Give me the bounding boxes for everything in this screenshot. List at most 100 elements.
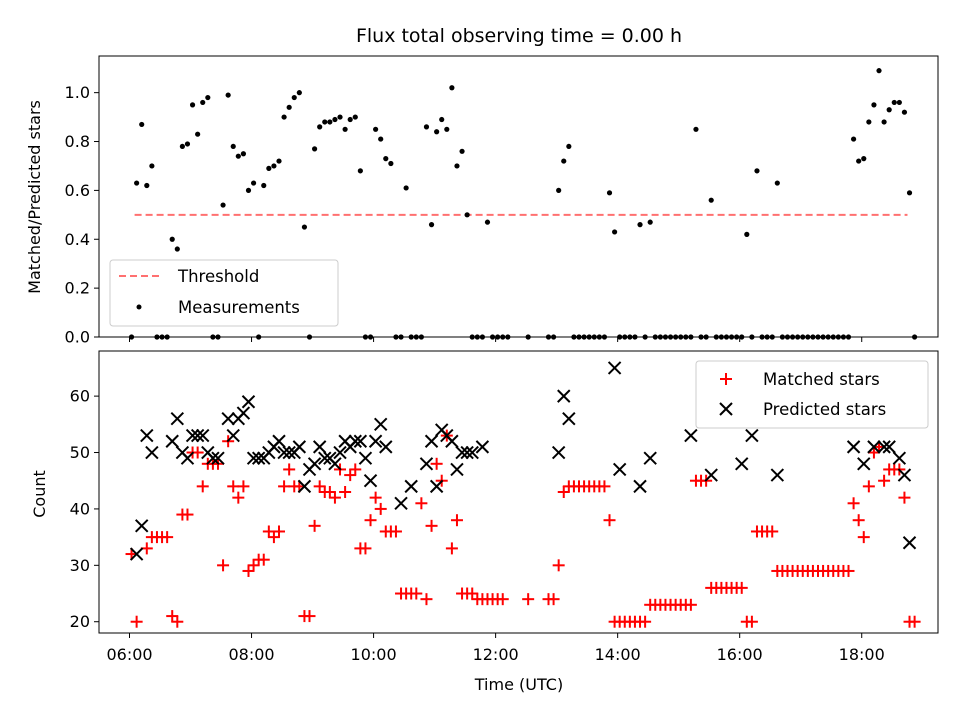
legend-measurements-swatch	[136, 304, 142, 310]
measurement-point	[754, 168, 760, 174]
matched-point	[847, 497, 860, 510]
matched-point	[684, 598, 697, 611]
measurement-point	[744, 231, 750, 237]
matched-point	[862, 480, 875, 493]
measurement-point	[373, 126, 379, 132]
matched-point	[425, 519, 438, 532]
measurement-point	[169, 236, 175, 242]
matched-point	[283, 463, 296, 476]
measurement-point	[352, 114, 358, 120]
measurement-point	[311, 146, 318, 152]
matched-point	[130, 615, 143, 628]
measurement-point	[612, 229, 618, 235]
matched-point	[410, 587, 423, 600]
measurement-point	[332, 116, 338, 123]
predicted-point	[170, 411, 185, 426]
measurement-point	[876, 68, 882, 74]
bottom-panel: 20 30 40 50 60 06:00 08:00 10:00 12:00 14:00 16:00…	[30, 350, 939, 694]
measurement-point	[200, 99, 206, 106]
predicted-point	[363, 474, 378, 488]
predicted-point	[429, 479, 444, 494]
measurement-point	[317, 124, 323, 130]
matched-point	[247, 559, 260, 572]
matched-point	[639, 615, 652, 628]
predicted-point	[236, 406, 251, 420]
predicted-point	[312, 440, 327, 454]
measurement-point	[861, 156, 867, 162]
predicted-point	[892, 451, 907, 465]
measurement-point	[195, 131, 201, 137]
measurement-point	[459, 148, 465, 154]
bottom-plot-frame	[98, 350, 939, 634]
predicted-point	[226, 428, 240, 443]
measurement-point	[383, 156, 389, 162]
predicted-point	[460, 445, 474, 460]
measurement-point	[144, 182, 150, 189]
predicted-point	[140, 428, 154, 443]
predicted-point	[379, 440, 393, 454]
matched-point	[374, 502, 387, 515]
predicted-point	[633, 479, 647, 494]
top-y-tick-label: 0.0	[65, 328, 90, 347]
measurement-point	[291, 94, 297, 101]
predicted-point	[607, 361, 622, 375]
measurement-point	[174, 246, 180, 252]
matched-point	[745, 615, 758, 628]
matched-point	[445, 542, 458, 555]
measurement-point	[149, 163, 155, 169]
matched-point	[339, 486, 352, 498]
predicted-point	[902, 536, 917, 550]
bottom-y-tick-label: 30	[70, 556, 90, 575]
matched-point	[598, 480, 611, 493]
measurement-point	[139, 121, 145, 128]
measurement-point	[347, 116, 353, 123]
matched-point	[496, 593, 509, 606]
matched-point	[349, 463, 362, 476]
measurement-point	[276, 158, 282, 164]
predicted-point	[297, 479, 312, 494]
x-tick-label: 06:00	[106, 645, 152, 664]
measurement-point	[866, 119, 872, 125]
predicted-point	[206, 451, 220, 465]
predicted-point	[562, 411, 576, 426]
predicted-point	[318, 451, 332, 465]
measurement-point	[271, 163, 277, 169]
measurement-point	[281, 114, 287, 120]
predicted-point	[557, 389, 571, 403]
measurement-point	[896, 99, 902, 106]
bottom-y-tick-label: 40	[70, 499, 90, 518]
top-legend-box	[109, 259, 339, 327]
measurement-point	[464, 212, 470, 218]
predicted-point	[735, 457, 749, 471]
measurement-point	[449, 85, 455, 91]
matched-point	[232, 491, 245, 504]
predicted-point	[475, 440, 490, 454]
chart-title: Flux total observing time = 0.00 h	[356, 25, 682, 47]
predicted-point	[877, 440, 891, 454]
matched-point	[557, 486, 570, 498]
predicted-point	[450, 462, 464, 477]
predicted-point	[328, 457, 342, 471]
predicted-point	[465, 445, 479, 460]
matched-point	[552, 559, 565, 572]
measurement-point	[774, 180, 780, 186]
top-y-tick-label: 0.2	[65, 279, 90, 298]
matched-point	[430, 457, 443, 470]
predicted-point	[846, 440, 861, 454]
measurement-point	[856, 158, 862, 164]
measurement-point	[301, 224, 308, 230]
matched-point	[257, 553, 270, 566]
bottom-y-tick-label: 60	[70, 387, 90, 406]
measurement-point	[444, 126, 450, 132]
measurement-point	[245, 187, 252, 193]
measurement-point	[184, 141, 191, 147]
top-legend: Threshold Measurements	[109, 259, 339, 327]
predicted-point	[704, 468, 718, 482]
predicted-point	[424, 434, 439, 448]
bottom-legend: Matched stars Predicted stars	[695, 360, 929, 429]
predicted-point	[353, 434, 368, 448]
matched-point	[217, 559, 230, 572]
measurement-point	[342, 126, 348, 132]
measurement-point	[250, 180, 257, 186]
